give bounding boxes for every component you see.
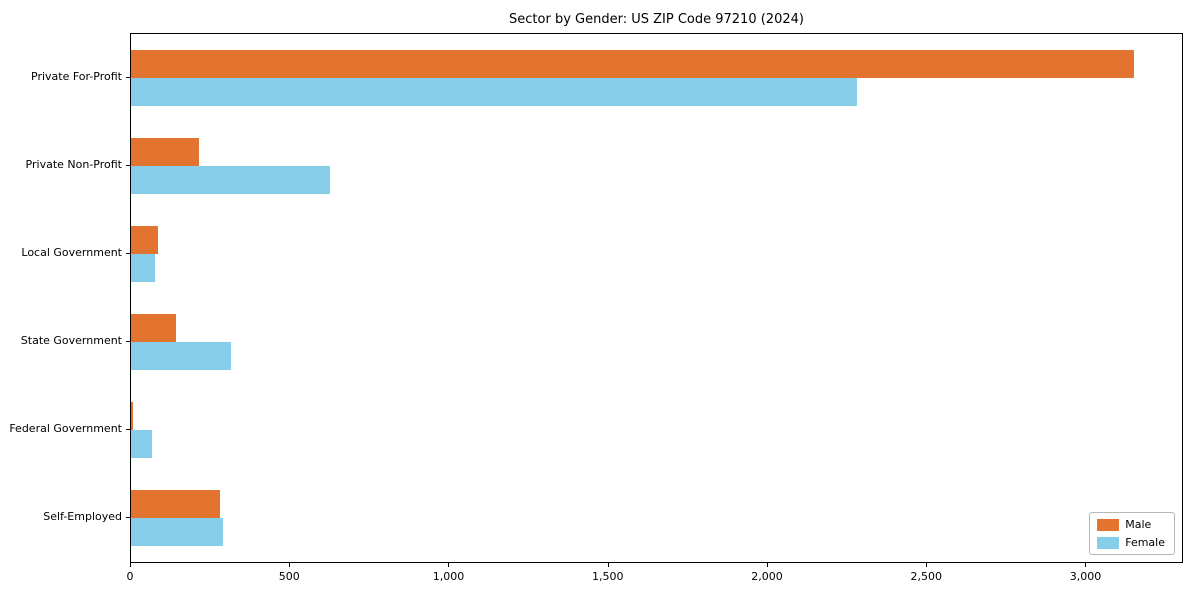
legend-item-male: Male xyxy=(1097,518,1165,531)
x-tick-label-3: 1,500 xyxy=(591,570,624,583)
y-tick-2 xyxy=(126,253,130,254)
y-tick-0 xyxy=(126,77,130,78)
legend-label-male: Male xyxy=(1125,518,1152,531)
x-tick-label-1: 500 xyxy=(278,570,300,583)
legend: Male Female xyxy=(1089,512,1175,555)
x-tick-label-0: 0 xyxy=(126,570,134,583)
y-tick-3 xyxy=(126,341,130,342)
plot-area: Male Female xyxy=(130,33,1183,563)
y-label-3: State Government xyxy=(20,334,122,347)
y-axis-labels: Private For-Profit Private Non-Profit Loca… xyxy=(0,33,130,563)
bar-female-3 xyxy=(131,342,232,370)
x-tick-mark-2 xyxy=(448,563,450,567)
legend-swatch-male xyxy=(1097,518,1120,531)
chart-title: Sector by Gender: US ZIP Code 97210 (202… xyxy=(509,12,804,27)
x-tick-mark-5 xyxy=(926,563,928,567)
y-tick-1 xyxy=(126,165,130,166)
bar-male-2 xyxy=(131,226,159,254)
y-tick-4 xyxy=(126,429,130,430)
bar-female-5 xyxy=(131,518,224,546)
x-tick-mark-1 xyxy=(289,563,291,567)
bar-female-1 xyxy=(131,166,331,194)
y-tick-5 xyxy=(126,517,130,518)
x-axis: 0 500 1,000 1,500 2,000 2,500 3,000 xyxy=(126,563,1183,593)
x-tick-label-4: 2,000 xyxy=(751,570,783,583)
x-tick-mark-4 xyxy=(766,563,768,567)
bar-male-5 xyxy=(131,490,221,518)
legend-label-female: Female xyxy=(1125,536,1165,549)
bar-male-1 xyxy=(131,138,200,166)
x-tick-mark-0 xyxy=(130,563,131,567)
bar-female-0 xyxy=(131,78,858,106)
x-tick-mark-6 xyxy=(1085,563,1087,567)
bar-male-3 xyxy=(131,314,176,342)
y-label-1: Private Non-Profit xyxy=(25,158,122,171)
x-tick-mark-3 xyxy=(607,563,609,567)
y-label-4: Federal Government xyxy=(9,422,122,435)
legend-item-female: Female xyxy=(1097,536,1165,549)
bar-female-2 xyxy=(131,254,155,282)
y-label-2: Local Government xyxy=(21,246,122,259)
bar-male-0 xyxy=(131,50,1135,78)
bar-female-4 xyxy=(131,430,152,458)
y-label-5: Self-Employed xyxy=(43,510,122,523)
y-label-0: Private For-Profit xyxy=(31,70,122,83)
x-tick-label-5: 2,500 xyxy=(910,570,942,583)
x-tick-label-2: 1,000 xyxy=(432,570,465,583)
bar-male-4 xyxy=(131,402,133,430)
x-tick-label-6: 3,000 xyxy=(1069,570,1102,583)
legend-swatch-female xyxy=(1097,536,1120,549)
